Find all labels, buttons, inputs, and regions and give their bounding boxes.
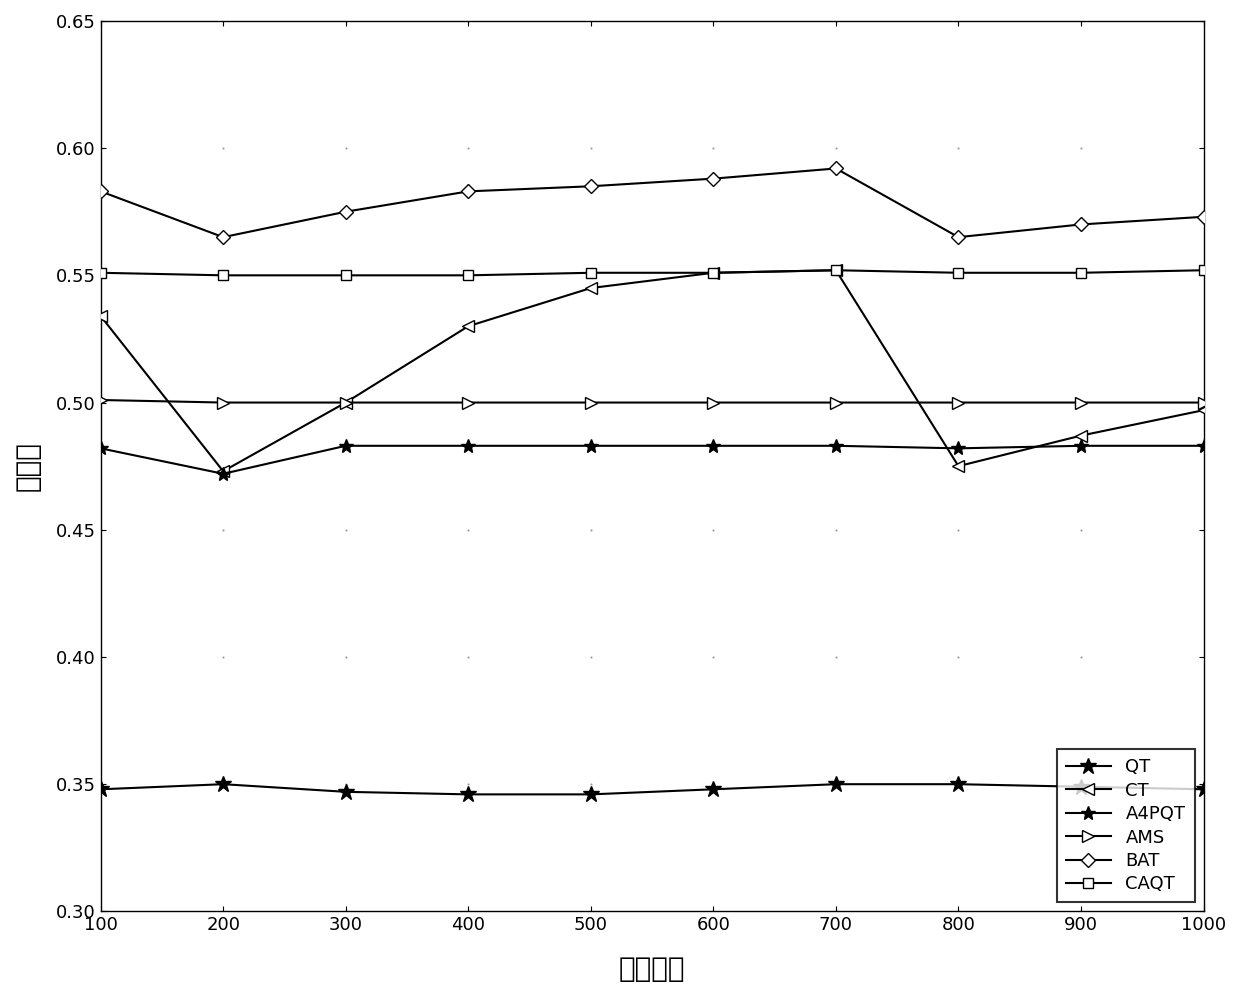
QT: [1197, 784, 1211, 796]
CT: [706, 267, 720, 279]
AMS: [1074, 397, 1089, 409]
A4PQT: [216, 468, 231, 480]
CT: [93, 310, 108, 322]
X-axis label: 标签数量: 标签数量: [619, 955, 686, 983]
A4PQT: [1197, 440, 1211, 452]
BAT: [461, 185, 476, 197]
CT: [1197, 404, 1211, 416]
BAT: [1074, 218, 1089, 230]
QT: [1074, 781, 1089, 793]
A4PQT: [461, 440, 476, 452]
CAQT: [461, 269, 476, 281]
CAQT: [706, 267, 720, 279]
Legend: QT, CT, A4PQT, AMS, BAT, CAQT: QT, CT, A4PQT, AMS, BAT, CAQT: [1056, 750, 1194, 902]
CT: [1074, 430, 1089, 442]
CAQT: [1197, 264, 1211, 276]
CAQT: [583, 267, 598, 279]
AMS: [828, 397, 843, 409]
CT: [951, 461, 966, 473]
QT: [951, 779, 966, 791]
AMS: [93, 394, 108, 406]
QT: [339, 786, 353, 798]
CAQT: [1074, 267, 1089, 279]
CT: [339, 397, 353, 409]
AMS: [583, 397, 598, 409]
BAT: [93, 185, 108, 197]
AMS: [461, 397, 476, 409]
A4PQT: [951, 443, 966, 455]
Line: CAQT: CAQT: [95, 265, 1209, 280]
BAT: [339, 205, 353, 217]
Line: AMS: AMS: [95, 395, 1209, 408]
BAT: [951, 231, 966, 243]
CT: [216, 466, 231, 478]
CAQT: [216, 269, 231, 281]
CAQT: [339, 269, 353, 281]
QT: [706, 784, 720, 796]
A4PQT: [828, 440, 843, 452]
QT: [828, 779, 843, 791]
A4PQT: [339, 440, 353, 452]
AMS: [951, 397, 966, 409]
BAT: [583, 180, 598, 192]
A4PQT: [1074, 440, 1089, 452]
CT: [461, 320, 476, 332]
QT: [583, 789, 598, 801]
AMS: [216, 397, 231, 409]
A4PQT: [706, 440, 720, 452]
CT: [583, 282, 598, 294]
BAT: [216, 231, 231, 243]
CT: [828, 264, 843, 276]
A4PQT: [583, 440, 598, 452]
AMS: [1197, 397, 1211, 409]
AMS: [339, 397, 353, 409]
BAT: [706, 172, 720, 184]
Y-axis label: 吞吐量: 吞吐量: [14, 442, 42, 492]
BAT: [1197, 210, 1211, 222]
CAQT: [93, 267, 108, 279]
AMS: [706, 397, 720, 409]
CAQT: [828, 264, 843, 276]
Line: A4PQT: A4PQT: [94, 439, 1210, 481]
A4PQT: [93, 443, 108, 455]
BAT: [828, 163, 843, 174]
CAQT: [951, 267, 966, 279]
Line: CT: CT: [95, 264, 1209, 477]
Line: QT: QT: [92, 776, 1211, 803]
QT: [93, 784, 108, 796]
Line: BAT: BAT: [95, 164, 1209, 242]
QT: [461, 789, 476, 801]
QT: [216, 779, 231, 791]
